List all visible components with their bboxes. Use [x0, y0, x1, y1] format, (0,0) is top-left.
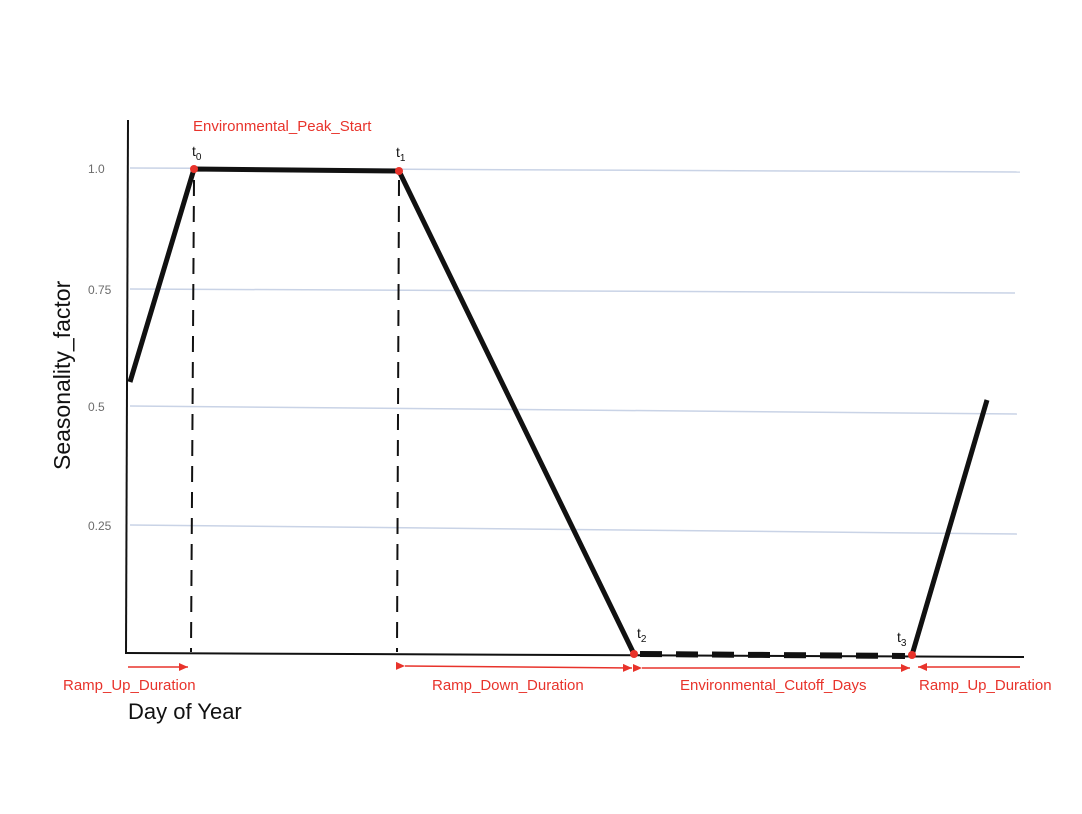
gridline-0.5: [129, 405, 1018, 415]
y-axis: [125, 119, 129, 655]
t1-dashed-guide: [396, 179, 400, 653]
t2-label: t2: [637, 625, 647, 645]
y-tick-label: 0.5: [88, 400, 105, 414]
t0-dashed-guide: [190, 179, 195, 653]
x-axis-label: Day of Year: [128, 699, 242, 724]
y-tick-label: 0.25: [88, 519, 112, 533]
y-axis-label: Seasonality_factor: [49, 280, 75, 470]
t1-point: [395, 167, 403, 175]
gridline-0.75: [129, 288, 1016, 294]
ramp-down-arrow: [395, 661, 633, 672]
t3-point: [908, 651, 916, 659]
ramp-up-segment: [909, 399, 990, 656]
ramp-up-duration-label: Ramp_Up_Duration: [63, 677, 196, 694]
t0-label: t0: [192, 143, 202, 163]
t2-point: [630, 650, 638, 658]
y-tick-label: 0.75: [88, 283, 112, 297]
y-tick-label: 1.0: [88, 162, 105, 176]
ramp-up-duration-label-right: Ramp_Up_Duration: [919, 677, 1052, 694]
cutoff-segment: [639, 651, 906, 659]
t1-label: t1: [396, 144, 406, 164]
ramp-down-duration-label: Ramp_Down_Duration: [432, 677, 584, 694]
x-axis: [125, 652, 1025, 658]
seasonality-curve: [127, 166, 637, 656]
t3-label: t3: [897, 629, 907, 649]
peak-start-label: Environmental_Peak_Start: [193, 118, 372, 135]
t0-point: [190, 165, 198, 173]
cutoff-days-label: Environmental_Cutoff_Days: [680, 677, 867, 694]
gridlines: [129, 167, 1021, 535]
